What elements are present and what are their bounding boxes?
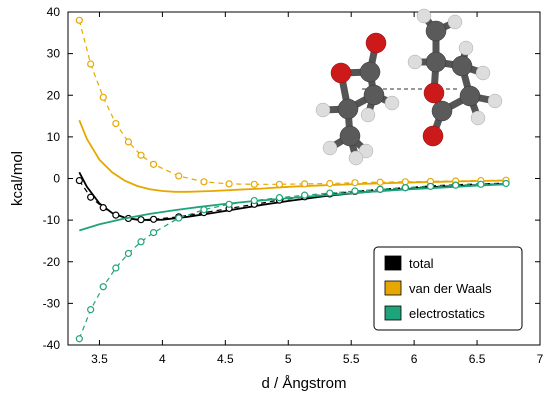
series-layer xyxy=(75,16,510,343)
x-tick-label: 5 xyxy=(285,352,292,366)
x-tick-label: 6 xyxy=(411,352,418,366)
total-data-point xyxy=(137,216,145,224)
electrostatics-data-point xyxy=(275,194,284,202)
y-tick-label: 30 xyxy=(47,47,61,61)
legend-label: van der Waals xyxy=(409,281,492,296)
van-der-waals-data-point xyxy=(87,60,95,68)
electrostatics-data-point xyxy=(112,264,120,272)
electrostatics-data-point xyxy=(200,206,208,214)
x-tick-label: 3.5 xyxy=(91,352,108,366)
electrostatics-data-point xyxy=(225,200,233,208)
y-tick-label: 40 xyxy=(47,5,61,19)
total-fit-line xyxy=(78,171,507,222)
y-tick-label: -40 xyxy=(43,338,61,352)
legend-box xyxy=(373,246,523,331)
x-tick-label: 4.5 xyxy=(217,352,234,366)
y-tick-label: -30 xyxy=(43,296,61,310)
total-data-point xyxy=(75,176,83,185)
van-der-waals-data-point xyxy=(301,180,309,188)
van-der-waals-data-point xyxy=(401,178,409,186)
electrostatics-data-point xyxy=(477,180,485,188)
van-der-waals-data-point xyxy=(200,178,208,186)
electrostatics-data-point xyxy=(175,214,183,222)
electrostatics-data-point xyxy=(250,196,258,205)
van-der-waals-data-point xyxy=(175,172,183,180)
van-der-waals-data-point xyxy=(112,119,120,128)
y-tick-label: 10 xyxy=(47,130,61,144)
electrostatics-data-point xyxy=(137,238,145,246)
y-tick-label: 0 xyxy=(53,172,60,186)
total-data-point xyxy=(87,193,95,201)
van-der-waals-data-point xyxy=(275,180,284,188)
y-tick-label: -20 xyxy=(43,255,61,269)
electrostatics-data-point xyxy=(149,229,158,237)
total-data-point xyxy=(112,211,120,219)
van-der-waals-data-point xyxy=(351,179,359,187)
axes: 3.5 4 4.5 5 5.5 6 6.5 7 40 30 20 10 0 -10 -20 -30 -40 d /… xyxy=(9,5,544,392)
x-tick-label: 5.5 xyxy=(343,352,360,366)
van-der-waals-data-point xyxy=(250,180,258,188)
legend-label: electrostatics xyxy=(409,306,485,321)
x-tick-label: 4 xyxy=(159,352,166,366)
van-der-waals-data-point xyxy=(75,16,83,24)
van-der-waals-data-point xyxy=(137,151,145,159)
x-tick-label: 6.5 xyxy=(469,352,486,366)
y-tick-label: -10 xyxy=(43,213,61,227)
legend-swatch xyxy=(384,305,402,321)
van-der-waals-data-point xyxy=(326,179,334,188)
electrostatics-data-point xyxy=(75,335,83,343)
x-axis-title: d / Ångstrom xyxy=(261,375,346,392)
legend-swatch xyxy=(384,255,402,271)
van-der-waals-data-point xyxy=(124,138,133,146)
van-der-waals-data-point xyxy=(99,93,107,101)
van-der-waals-fit-line xyxy=(78,119,507,193)
van-der-waals-data-point xyxy=(376,178,384,186)
van-der-waals-data-point xyxy=(225,180,233,188)
legend-label: total xyxy=(409,256,434,271)
electrostatics-data-point xyxy=(351,187,359,195)
y-axis-title: kcal/mol xyxy=(9,151,26,206)
electrostatics-data-point xyxy=(301,191,309,199)
legend: total van der Waals electrostatics xyxy=(373,246,523,331)
electrostatics-fit-line xyxy=(79,183,507,232)
molecule-dimer-illustration xyxy=(315,8,503,166)
electrostatics-data-point xyxy=(502,179,510,188)
van-der-waals-data-point xyxy=(149,160,158,168)
total-data-point xyxy=(99,204,107,212)
electrostatics-data-point xyxy=(87,306,95,314)
x-tick-label: 7 xyxy=(537,352,544,366)
electrostatics-data-point xyxy=(426,182,435,191)
y-tick-label: 20 xyxy=(47,88,61,102)
electrostatics-data-point xyxy=(452,181,460,189)
electrostatics-data-point xyxy=(401,184,409,192)
electrostatics-data-point xyxy=(99,283,107,291)
electrostatics-data-point xyxy=(376,185,384,193)
electrostatics-data-point xyxy=(326,189,334,197)
total-data-point xyxy=(149,215,158,223)
electrostatics-data-point xyxy=(124,249,133,258)
legend-swatch xyxy=(384,280,402,296)
